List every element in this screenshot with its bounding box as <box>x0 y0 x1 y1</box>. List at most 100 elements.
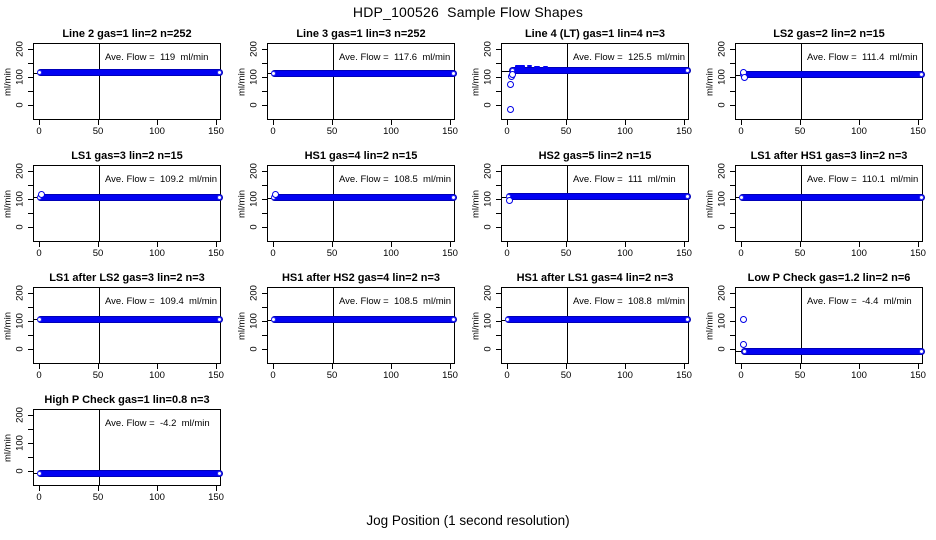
y-tick-mark <box>496 307 501 308</box>
x-tick-label: 0 <box>738 248 744 259</box>
vertical-ref-line <box>99 44 100 119</box>
data-band <box>36 469 223 477</box>
y-tick-label: 200 <box>716 41 728 57</box>
x-tick-mark <box>859 120 860 125</box>
y-tick-mark <box>496 199 501 200</box>
x-tick-mark <box>800 120 801 125</box>
band-end-point <box>919 72 925 78</box>
y-tick-mark <box>262 227 267 228</box>
y-tick-mark <box>730 63 735 64</box>
data-band <box>509 67 691 75</box>
subplot-title: HS2 gas=5 lin=2 n=15 <box>538 150 652 162</box>
avg-flow-annotation: Ave. Flow = 109.2 ml/min <box>105 174 218 185</box>
y-tick-mark <box>730 91 735 92</box>
outlier-point <box>271 190 279 198</box>
x-tick-label: 0 <box>270 126 276 137</box>
band-start-point <box>37 470 42 476</box>
x-tick-mark <box>507 120 508 125</box>
x-tick-mark <box>566 364 567 369</box>
x-tick-label: 100 <box>383 248 399 259</box>
x-tick-label: 0 <box>36 248 42 259</box>
y-tick-mark <box>28 213 33 214</box>
x-tick-mark <box>98 486 99 491</box>
x-tick-label: 0 <box>270 248 276 259</box>
y-tick-mark <box>496 227 501 228</box>
data-band <box>505 193 691 201</box>
x-tick-mark <box>39 364 40 369</box>
figure-x-axis-label: Jog Position (1 second resolution) <box>366 513 570 528</box>
x-tick-mark <box>625 120 626 125</box>
y-axis-label: ml/min <box>470 67 482 96</box>
band-end-point <box>685 194 691 200</box>
y-tick-mark <box>496 349 501 350</box>
y-tick-mark <box>28 199 33 200</box>
x-tick-mark <box>918 364 919 369</box>
y-tick-label: 100 <box>716 191 728 207</box>
outlier-point <box>506 105 514 113</box>
y-tick-mark <box>496 105 501 106</box>
band-end-point <box>685 68 691 74</box>
x-tick-mark <box>684 242 685 247</box>
avg-flow-annotation: Ave. Flow = -4.4 ml/min <box>807 296 912 307</box>
subplot-panel: HS1 after HS2 gas=4 lin=2 n=3 ml/min 0 100 2… <box>234 270 468 392</box>
x-tick-mark <box>216 242 217 247</box>
band-end-point <box>217 194 223 200</box>
x-tick-mark <box>98 364 99 369</box>
x-tick-mark <box>98 242 99 247</box>
y-tick-mark <box>28 185 33 186</box>
data-band <box>270 316 457 324</box>
y-tick-label: 100 <box>482 313 494 329</box>
y-tick-mark <box>262 307 267 308</box>
avg-flow-annotation: Ave. Flow = 108.5 ml/min <box>339 296 452 307</box>
x-tick-label: 150 <box>208 248 224 259</box>
y-axis-label: ml/min <box>236 189 248 218</box>
avg-flow-annotation: Ave. Flow = 119 ml/min <box>105 52 209 63</box>
subplot-panel: LS1 after LS2 gas=3 lin=2 n=3 ml/min 0 100 2… <box>0 270 234 392</box>
x-tick-label: 100 <box>617 370 633 381</box>
y-tick-label: 0 <box>248 102 260 108</box>
x-tick-mark <box>918 120 919 125</box>
x-tick-label: 50 <box>92 370 104 381</box>
x-tick-label: 0 <box>36 370 42 381</box>
y-tick-mark <box>496 213 501 214</box>
x-tick-mark <box>216 364 217 369</box>
y-tick-mark <box>730 307 735 308</box>
subplot-title: Line 4 (LT) gas=1 lin=4 n=3 <box>524 28 666 40</box>
vertical-ref-line <box>801 166 802 241</box>
y-axis-label: ml/min <box>236 67 248 96</box>
y-axis-label: ml/min <box>2 311 14 340</box>
x-tick-label: 0 <box>36 126 42 137</box>
plot-box: Ave. Flow = 108.5 ml/min <box>267 165 457 242</box>
y-tick-label: 100 <box>482 191 494 207</box>
y-tick-label: 0 <box>716 224 728 230</box>
subplot-panel: Line 4 (LT) gas=1 lin=4 n=3 ml/min 0 100 200… <box>468 26 702 148</box>
scatter-dash <box>526 64 532 68</box>
outlier-point <box>37 191 45 199</box>
data-band <box>270 194 457 202</box>
subplot-title: HS1 gas=4 lin=2 n=15 <box>304 150 418 162</box>
avg-flow-annotation: Ave. Flow = 125.5 ml/min <box>573 52 686 63</box>
subplot-panel: LS1 after HS1 gas=3 lin=2 n=3 ml/min 0 100 2… <box>702 148 936 270</box>
y-axis-label: ml/min <box>704 189 716 218</box>
y-tick-mark <box>262 77 267 78</box>
x-tick-label: 100 <box>851 126 867 137</box>
x-tick-mark <box>216 486 217 491</box>
y-tick-mark <box>262 335 267 336</box>
data-band <box>270 69 457 77</box>
y-tick-mark <box>730 321 735 322</box>
x-tick-label: 0 <box>270 370 276 381</box>
x-tick-label: 0 <box>504 248 510 259</box>
x-tick-mark <box>800 364 801 369</box>
y-tick-mark <box>730 49 735 50</box>
vertical-ref-line <box>333 44 334 119</box>
band-start-point <box>37 70 42 76</box>
x-tick-mark <box>98 120 99 125</box>
x-tick-label: 100 <box>149 248 165 259</box>
scatter-dash <box>543 66 549 69</box>
subplot-title: HS1 after HS2 gas=4 lin=2 n=3 <box>281 272 441 284</box>
plot-box: Ave. Flow = 119 ml/min <box>33 43 223 120</box>
y-tick-label: 100 <box>14 313 26 329</box>
data-band <box>36 69 223 77</box>
x-tick-label: 150 <box>676 370 692 381</box>
band-start-point <box>271 70 276 76</box>
